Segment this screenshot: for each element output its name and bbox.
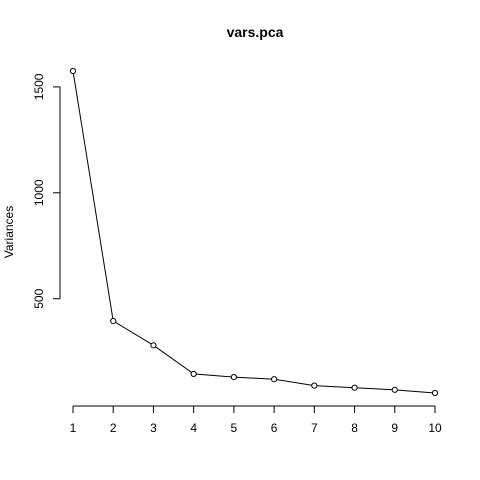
- y-tick-label-1000: 1000: [32, 179, 46, 206]
- x-tick-label-7: 7: [311, 421, 318, 435]
- chart-title: vars.pca: [227, 24, 284, 40]
- x-tick-label-8: 8: [351, 421, 358, 435]
- data-point-2: [110, 317, 117, 325]
- x-tick-label-5: 5: [231, 421, 238, 435]
- y-axis-label: Variances: [2, 206, 16, 258]
- x-tick-label-2: 2: [110, 421, 117, 435]
- x-tick-label-9: 9: [391, 421, 398, 435]
- y-tick-label-1500: 1500: [32, 73, 46, 100]
- data-point-1: [69, 67, 77, 75]
- x-tick-label-10: 10: [428, 421, 442, 435]
- x-tick-label-3: 3: [150, 421, 157, 435]
- data-point-5: [230, 374, 237, 381]
- data-point-6: [271, 376, 278, 383]
- x-tick-label-6: 6: [271, 421, 278, 435]
- data-point-7: [311, 382, 318, 389]
- data-point-8: [351, 384, 358, 391]
- data-point-4: [190, 370, 197, 378]
- series-group: [69, 67, 439, 397]
- x-tick-label-1: 1: [70, 421, 77, 435]
- data-point-9: [391, 386, 398, 393]
- data-point-10: [431, 389, 439, 397]
- x-tick-label-4: 4: [190, 421, 197, 435]
- y-tick-label-500: 500: [32, 288, 46, 308]
- axes: 1 2 3 4 5 6 7 8 9 10 500 1000 1500: [32, 73, 442, 435]
- series-line-1: [72, 70, 436, 394]
- data-point-3: [150, 342, 157, 349]
